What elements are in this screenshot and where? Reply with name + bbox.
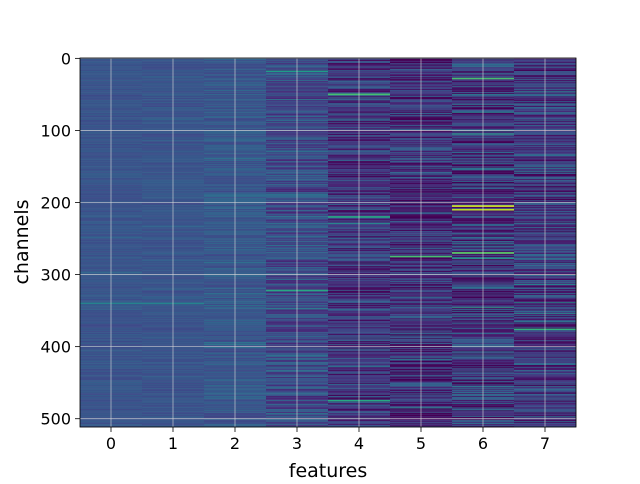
heatmap-cells [80, 58, 577, 428]
y-tick-label: 500 [40, 410, 71, 429]
y-tick-label: 300 [40, 266, 71, 285]
x-axis-label: features [289, 460, 368, 480]
plot-frame [79, 57, 577, 428]
y-axis-ticks: 0 100 200 300 400 500 [40, 49, 80, 429]
y-tick-label: 400 [40, 338, 71, 357]
x-tick-label: 6 [478, 434, 488, 453]
y-tick-label: 200 [40, 194, 71, 213]
x-tick-label: 4 [354, 434, 364, 453]
x-tick-label: 5 [416, 434, 426, 453]
x-axis-ticks: 0 1 2 3 4 5 6 7 [106, 427, 550, 453]
y-tick-label: 100 [40, 121, 71, 140]
x-tick-label: 1 [168, 434, 178, 453]
x-tick-label: 3 [292, 434, 302, 453]
y-tick-label: 0 [61, 49, 71, 68]
x-tick-label: 7 [540, 434, 550, 453]
y-axis-label: channels [11, 199, 33, 284]
x-tick-label: 0 [106, 434, 116, 453]
x-tick-label: 2 [230, 434, 240, 453]
